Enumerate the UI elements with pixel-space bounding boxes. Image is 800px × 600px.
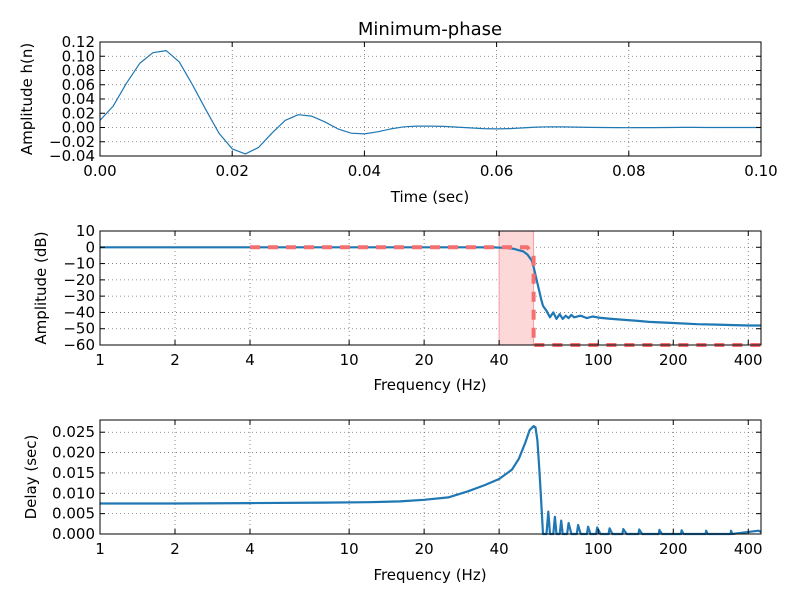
x-tick-label: 0.00 [83, 162, 116, 180]
x-tick-label: 1 [95, 540, 105, 558]
y-tick-label: 10 [76, 222, 95, 240]
impulse-response-panel: Minimum-phase 0.00 0.02 0.04 0.06 0.08 0.10−0… [18, 19, 778, 206]
y-tick-label: 0.025 [52, 423, 95, 441]
y-tick-label: 0.12 [62, 33, 95, 51]
x-tick-label: 4 [245, 540, 255, 558]
y-tick-label: 0.04 [62, 90, 95, 108]
x-tick-label: 20 [415, 540, 434, 558]
x-tick-label: 4 [245, 351, 255, 369]
series-line [100, 425, 762, 536]
y-tick-label: −50 [63, 320, 95, 338]
y-tick-label: −40 [63, 303, 95, 321]
group-delay-panel: 1 2 4 10 20 40 100 200 400 0.000 0.005 0.010 0.015 0.… [22, 419, 763, 584]
y-tick-label: −0.02 [49, 133, 95, 151]
y-axis-label: Amplitude h(n) [18, 43, 36, 155]
x-tick-label: 400 [734, 351, 763, 369]
y-tick-label: 0.10 [62, 47, 95, 65]
y-tick-label: 0.005 [52, 505, 95, 523]
series-line [99, 49, 761, 155]
y-axis-label: Amplitude (dB) [32, 231, 50, 344]
x-tick-label: 0.04 [348, 162, 381, 180]
y-tick-label: 0.00 [62, 119, 95, 137]
x-tick-label: 0.06 [480, 162, 513, 180]
y-tick-label: −30 [63, 287, 95, 305]
y-tick-label: −10 [63, 255, 95, 273]
x-axis-label: Frequency (Hz) [373, 376, 486, 394]
x-tick-label: 200 [659, 540, 688, 558]
x-tick-label: 400 [734, 540, 763, 558]
x-tick-label: 2 [170, 540, 180, 558]
x-tick-label: 10 [340, 351, 359, 369]
x-axis-label: Time (sec) [390, 188, 469, 206]
y-tick-label: −60 [63, 336, 95, 354]
y-tick-label: 0.010 [52, 484, 95, 502]
plot-frame [99, 41, 762, 157]
x-tick-label: 0.08 [612, 162, 645, 180]
amplitude-response-panel: 1 2 4 10 20 40 100 200 400−60−50−40−30−20−10010 … [32, 222, 763, 394]
y-tick-label: 0 [85, 238, 95, 256]
x-tick-label: 100 [584, 351, 613, 369]
x-tick-label: 0.10 [744, 162, 777, 180]
ideal-response-line [250, 245, 761, 347]
series-line [100, 246, 761, 327]
x-axis-label: Frequency (Hz) [373, 566, 486, 584]
x-tick-label: 0.02 [215, 162, 248, 180]
plot-frame [99, 419, 762, 535]
y-tick-label: 0.000 [52, 525, 95, 543]
plot-frame [99, 230, 762, 346]
y-tick-label: 0.015 [52, 464, 95, 482]
y-tick-label: 0.020 [52, 444, 95, 462]
y-axis-label: Delay (sec) [22, 435, 40, 520]
x-tick-label: 20 [415, 351, 434, 369]
x-tick-label: 200 [659, 351, 688, 369]
x-tick-label: 40 [490, 540, 509, 558]
x-tick-label: 100 [584, 540, 613, 558]
y-tick-label: 0.08 [62, 62, 95, 80]
y-tick-label: 0.06 [62, 76, 95, 94]
x-tick-label: 40 [490, 351, 509, 369]
x-tick-label: 1 [95, 351, 105, 369]
y-tick-label: −20 [63, 271, 95, 289]
x-tick-label: 10 [340, 540, 359, 558]
y-tick-label: −0.04 [49, 147, 95, 165]
y-tick-label: 0.02 [62, 104, 95, 122]
chart-title: Minimum-phase [358, 19, 502, 40]
x-tick-label: 2 [170, 351, 180, 369]
